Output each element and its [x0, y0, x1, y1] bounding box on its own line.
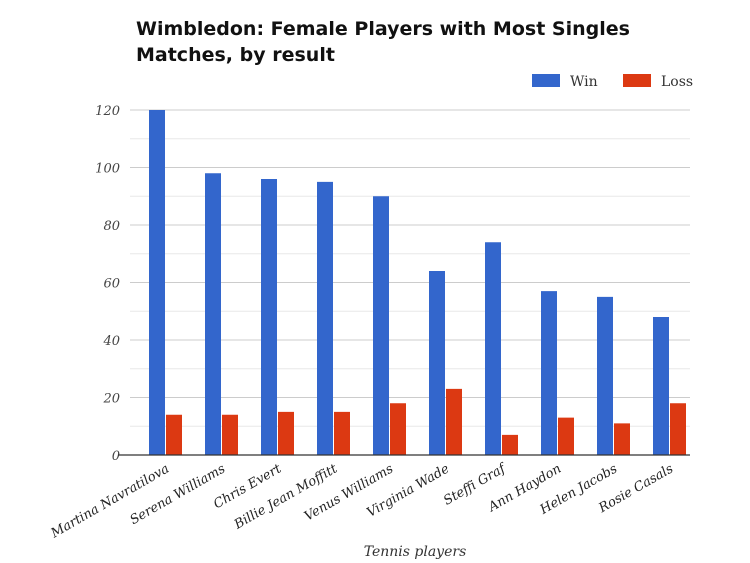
y-tick-label: 120 — [95, 104, 120, 119]
chart-title: Wimbledon: Female Players with Most Sing… — [136, 18, 630, 66]
bar-loss — [614, 423, 630, 455]
legend-label-loss: Loss — [661, 74, 693, 90]
y-tick-label: 0 — [112, 449, 120, 464]
bar-loss — [166, 414, 182, 455]
x-tick-label: Billie Jean Moffitt — [231, 461, 341, 533]
bar-loss — [446, 388, 462, 455]
x-tick-label: Serena Williams — [128, 461, 229, 528]
bar-win — [373, 196, 389, 455]
bar-win — [429, 271, 445, 455]
x-axis-title: Tennis players — [364, 544, 467, 560]
bar-loss — [278, 411, 294, 455]
legend-label-win: Win — [570, 74, 598, 90]
bar-win — [597, 296, 613, 455]
y-tick-label: 40 — [102, 334, 120, 349]
bar-loss — [390, 403, 406, 455]
bar-win — [205, 173, 221, 455]
legend-swatch-win — [532, 74, 560, 87]
y-tick-label: 100 — [95, 162, 120, 177]
bar-win — [261, 179, 277, 455]
y-tick-label: 60 — [103, 277, 120, 292]
bar-win — [317, 181, 333, 455]
legend-swatch-loss — [623, 74, 651, 87]
y-tick-label: 20 — [102, 392, 120, 407]
bar-loss — [334, 411, 350, 455]
bar-win — [653, 317, 669, 455]
bar-loss — [502, 434, 518, 455]
bar-win — [541, 291, 557, 455]
bar-win — [485, 242, 501, 455]
bar-loss — [222, 414, 238, 455]
bar-win — [149, 110, 165, 455]
bar-loss — [670, 403, 686, 455]
y-tick-label: 80 — [103, 219, 120, 234]
bar-loss — [558, 417, 574, 455]
